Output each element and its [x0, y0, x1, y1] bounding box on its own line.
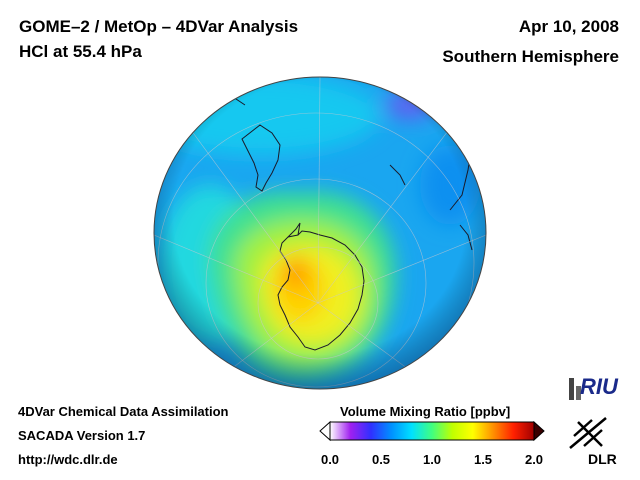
colorbar-gradient — [330, 422, 534, 440]
colorbar-tick-label: 0.0 — [320, 452, 340, 467]
colorbar-tick-label: 1.5 — [473, 452, 493, 467]
colorbar-max-arrow — [533, 420, 545, 442]
colorbar-tick-label: 2.0 — [524, 452, 544, 467]
colorbar-title: Volume Mixing Ratio [ppbv] — [340, 404, 511, 419]
footer-line-2: SACADA Version 1.7 — [18, 428, 146, 443]
hemisphere-label: Southern Hemisphere — [442, 47, 619, 66]
footer-line-1: 4DVar Chemical Data Assimilation — [18, 404, 229, 419]
dlr-logo: DLR — [588, 451, 617, 467]
globe-map — [153, 76, 487, 390]
riu-logo-icon — [569, 378, 581, 400]
colorbar-tick-label: 1.0 — [422, 452, 442, 467]
colorbar-min-arrow — [319, 420, 331, 442]
footer-link[interactable]: http://wdc.dlr.de — [18, 452, 118, 467]
riu-logo: RIU — [580, 374, 618, 399]
map-title: GOME–2 / MetOp – 4DVar Analysis — [19, 17, 299, 36]
map-subtitle: HCl at 55.4 hPa — [19, 42, 142, 61]
colorbar-tick-label: 0.5 — [371, 452, 391, 467]
colorbar — [319, 420, 545, 442]
map-date: Apr 10, 2008 — [518, 17, 619, 36]
dlr-logo-icon — [569, 417, 607, 449]
